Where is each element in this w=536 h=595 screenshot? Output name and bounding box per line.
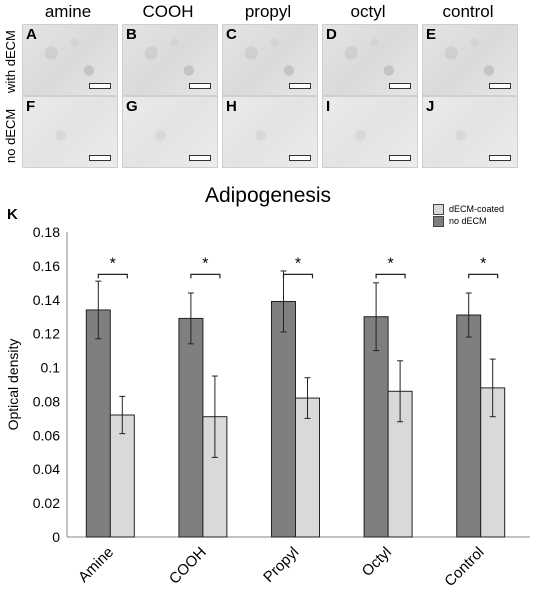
legend-item-no-decm: no dECM [433,215,504,227]
column-label-octyl: octyl [350,2,386,21]
y-tick-label: 0.16 [33,258,60,274]
scale-bar [289,155,311,161]
significance-star: * [480,255,486,272]
y-axis-label: Optical density [5,339,21,431]
bar-decm-coated-amine [109,414,135,538]
micrograph-a: A [22,24,118,96]
scale-bar [489,83,511,89]
y-tick-label: 0.14 [33,292,60,308]
y-tick-label: 0.02 [33,495,60,511]
significance-star: * [110,255,116,272]
bar-no-decm-propyl [271,300,296,538]
legend-item-decm-coated: dECM-coated [433,203,504,215]
x-tick-label-cooh: COOH [166,544,210,588]
scale-bar [189,83,211,89]
bar-decm-coated-cooh [202,416,228,538]
panel-letter: I [326,98,331,115]
scale-bar [489,155,511,161]
panel-letter: A [26,26,37,43]
micrograph-i: I [322,96,418,168]
scale-bar [389,83,411,89]
panel-letter: B [126,26,137,43]
bar-no-decm-cooh [178,317,204,538]
significance-star: * [295,255,301,272]
micrograph-e: E [422,24,518,96]
y-tick-label: 0.08 [33,393,60,409]
micrograph-b: B [122,24,218,96]
bar-decm-coated-propyl [295,397,320,538]
bar-chart: 0 0.02 0.04 0.06 0.08 0.1 0.12 0.14 0.16 0.18 Opti… [5,224,530,590]
x-tick-label-amine: Amine [75,544,117,586]
bar-no-decm-amine [85,309,111,538]
column-label-cooh: COOH [142,2,194,21]
panel-letter: F [26,98,36,115]
significance-bracket [190,273,221,279]
panel-letter: J [426,98,435,115]
legend-swatch-decm-coated [433,203,444,215]
micrograph-d: D [322,24,418,96]
column-label-amine: amine [44,2,92,21]
micrograph-j: J [422,96,518,168]
y-tick-label: 0.06 [33,427,60,443]
panel-letter: G [126,98,138,115]
significance-bracket [375,273,406,279]
y-tick-label: 0.04 [33,461,60,477]
row-label-with-decm: with dECM [3,30,18,93]
legend-swatch-no-decm [433,215,444,227]
significance-bracket [97,273,128,279]
scale-bar [289,83,311,89]
column-label-propyl: propyl [244,2,292,21]
x-tick-label-propyl: Propyl [260,544,302,586]
panel-letter: E [426,26,437,43]
significance-star: * [202,255,208,272]
scale-bar [389,155,411,161]
chart-title: Adipogenesis [204,184,332,207]
scale-bar [189,155,211,161]
legend-label-decm-coated: dECM-coated [449,204,505,214]
legend: dECM-coated no dECM [433,203,504,227]
panel-letter: D [326,26,337,43]
y-tick-label: 0.12 [33,326,60,342]
micrograph-g: G [122,96,218,168]
column-label-control: control [442,2,494,21]
significance-bracket [282,273,314,279]
micrograph-f: F [22,96,118,168]
micrograph-h: H [222,96,318,168]
bar-no-decm-control [456,314,482,538]
y-tick-label: 0.18 [33,224,60,240]
micrograph-c: C [222,24,318,96]
scale-bar [89,155,111,161]
bar-no-decm-octyl [363,316,389,538]
x-tick-label-control: Control [441,544,487,590]
significance-star: * [387,255,393,272]
scale-bar [89,83,111,89]
row-label-no-decm: no dECM [3,108,18,163]
panel-letter: C [226,26,237,43]
panel-letter-k: K [7,206,18,223]
significance-bracket [468,273,499,279]
x-tick-label-octyl: Octyl [359,544,395,580]
y-tick-label: 0.1 [41,360,61,376]
panel-letter: H [226,98,237,115]
y-tick-label: 0 [52,529,60,545]
legend-label-no-decm: no dECM [449,216,487,226]
